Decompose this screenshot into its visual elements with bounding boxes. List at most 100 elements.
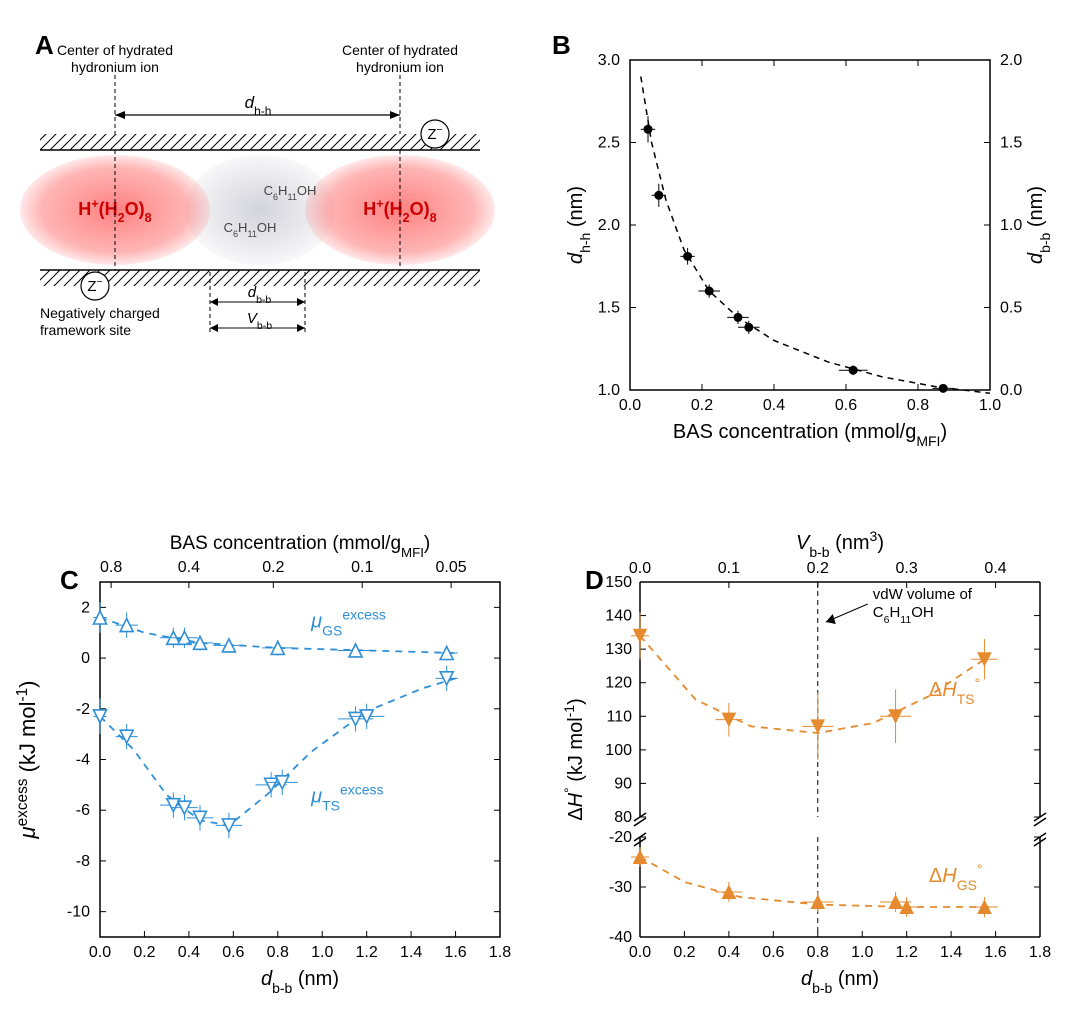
svg-text:140: 140 (605, 608, 632, 625)
svg-text:-40: -40 (609, 929, 632, 946)
svg-text:0.0: 0.0 (619, 397, 641, 414)
svg-text:0.2: 0.2 (133, 944, 155, 961)
svg-text:1.4: 1.4 (940, 944, 962, 961)
svg-text:1.4: 1.4 (400, 944, 422, 961)
svg-text:-10: -10 (67, 904, 90, 921)
svg-text:0.0: 0.0 (89, 944, 111, 961)
svg-text:0.6: 0.6 (762, 944, 784, 961)
svg-text:μexcess (kJ mol-1): μexcess (kJ mol-1) (14, 681, 41, 840)
svg-text:1.2: 1.2 (356, 944, 378, 961)
panel-c-label: C (60, 565, 79, 596)
svg-text:130: 130 (605, 641, 632, 658)
svg-text:-8: -8 (76, 853, 90, 870)
svg-text:1.0: 1.0 (1000, 217, 1022, 234)
svg-text:-4: -4 (76, 752, 90, 769)
svg-text:0.2: 0.2 (691, 397, 713, 414)
svg-text:1.5: 1.5 (1000, 135, 1022, 152)
svg-text:-30: -30 (609, 879, 632, 896)
svg-text:0.1: 0.1 (351, 559, 373, 576)
svg-text:150: 150 (605, 574, 632, 591)
svg-text:0.4: 0.4 (763, 397, 785, 414)
panel-b-label: B (552, 30, 571, 61)
svg-text:db-b: db-b (248, 284, 272, 306)
svg-text:2.0: 2.0 (598, 217, 620, 234)
svg-text:0.2: 0.2 (673, 944, 695, 961)
svg-text:db-b (nm): db-b (nm) (1025, 186, 1053, 264)
svg-text:0.8: 0.8 (907, 397, 929, 414)
svg-text:ΔH° (kJ mol-1): ΔH° (kJ mol-1) (561, 698, 587, 821)
svg-text:vdW volume of: vdW volume of (873, 586, 973, 603)
svg-text:-6: -6 (76, 802, 90, 819)
svg-text:1.5: 1.5 (598, 300, 620, 317)
panel-b-svg: 0.0 0.2 0.4 0.6 0.8 1.0 1.0 1.5 2.0 2.5 3.0 0.0 0.5 1… (540, 0, 1080, 512)
svg-text:1.0: 1.0 (311, 944, 333, 961)
svg-text:2.5: 2.5 (598, 135, 620, 152)
svg-text:0.6: 0.6 (835, 397, 857, 414)
panel-d: D 0.00.20.40.60.81.01.21.41.61.80.00.10.… (540, 517, 1080, 1034)
svg-text:1.6: 1.6 (444, 944, 466, 961)
svg-text:0.2: 0.2 (807, 560, 829, 577)
svg-text:Negatively charged: Negatively charged (40, 305, 160, 321)
svg-text:2: 2 (81, 599, 90, 616)
panel-a-label: A (35, 30, 54, 61)
svg-text:Center of hydrated: Center of hydrated (57, 42, 173, 58)
svg-text:dh-h: dh-h (245, 93, 272, 118)
panel-c: C 0.00.20.40.60.81.01.21.41.61.820-2-4-6… (0, 517, 540, 1034)
svg-text:0.0: 0.0 (629, 560, 651, 577)
svg-text:ΔHTS°: ΔHTS° (929, 675, 980, 707)
svg-text:Vb-b (nm3): Vb-b (nm3) (796, 528, 884, 560)
panel-d-svg: 0.0 0.2 0.4 0.6 0.8 1.0 1.2 1.4 1.6 1.8 0.0 0.1 0.2 0… (540, 517, 1080, 1029)
svg-text:2.0: 2.0 (1000, 52, 1022, 69)
svg-text:0.4: 0.4 (718, 944, 740, 961)
svg-text:1.8: 1.8 (1029, 944, 1051, 961)
svg-text:1.6: 1.6 (984, 944, 1006, 961)
svg-text:120: 120 (605, 675, 632, 692)
svg-text:0.8: 0.8 (807, 944, 829, 961)
svg-text:80: 80 (614, 809, 632, 826)
svg-text:0.05: 0.05 (436, 559, 467, 576)
svg-text:1.0: 1.0 (979, 397, 1001, 414)
svg-text:μGSexcess: μGSexcess (310, 607, 386, 639)
svg-text:0.1: 0.1 (718, 560, 740, 577)
panel-c-svg: 0.00.20.40.60.81.01.21.41.61.820-2-4-6-8… (0, 517, 540, 1029)
svg-text:BAS concentration (mmol/gMFI): BAS concentration (mmol/gMFI) (673, 421, 947, 449)
svg-text:hydronium ion: hydronium ion (356, 59, 444, 75)
svg-text:db-b (nm): db-b (nm) (801, 968, 879, 996)
svg-text:110: 110 (606, 708, 632, 725)
svg-text:100: 100 (605, 742, 632, 759)
svg-text:0.0: 0.0 (629, 944, 651, 961)
svg-text:1.0: 1.0 (851, 944, 873, 961)
svg-text:1.0: 1.0 (598, 382, 620, 399)
svg-text:0.0: 0.0 (1000, 382, 1022, 399)
svg-text:0.8: 0.8 (100, 559, 122, 576)
svg-text:0.4: 0.4 (984, 560, 1006, 577)
panel-d-label: D (585, 565, 604, 596)
svg-text:1.8: 1.8 (489, 944, 511, 961)
svg-text:0.2: 0.2 (262, 559, 284, 576)
panel-b: B 0.00.20.40.60.81.01.01.52.02.53.00.00.… (540, 0, 1080, 517)
svg-text:0.8: 0.8 (267, 944, 289, 961)
panel-a: A H+(H2O)8H+(H2O)8C6H11OHC6H11OHCenter o… (0, 0, 540, 517)
svg-text:-2: -2 (76, 701, 90, 718)
panel-a-svg: H+(H2O)8H+(H2O)8C6H11OHC6H11OHCenter of … (0, 0, 540, 512)
svg-text:0.6: 0.6 (222, 944, 244, 961)
svg-text:-20: -20 (609, 829, 632, 846)
svg-text:0.4: 0.4 (178, 944, 200, 961)
svg-text:0.4: 0.4 (178, 559, 200, 576)
svg-text:0.3: 0.3 (896, 560, 918, 577)
svg-text:1.2: 1.2 (896, 944, 918, 961)
figure-grid: A H+(H2O)8H+(H2O)8C6H11OHC6H11OHCenter o… (0, 0, 1080, 1023)
svg-text:BAS concentration (mmol/gMFI): BAS concentration (mmol/gMFI) (170, 533, 431, 560)
svg-text:90: 90 (614, 775, 632, 792)
svg-text:μTSexcess: μTSexcess (310, 782, 383, 814)
svg-text:dh-h (nm): dh-h (nm) (565, 186, 593, 264)
svg-text:3.0: 3.0 (598, 52, 620, 69)
svg-text:db-b (nm): db-b (nm) (261, 968, 339, 996)
svg-text:ΔHGS°: ΔHGS° (929, 861, 983, 893)
svg-text:Center of hydrated: Center of hydrated (342, 42, 458, 58)
svg-text:C6H11OH: C6H11OH (873, 604, 934, 626)
svg-text:0.5: 0.5 (1000, 300, 1022, 317)
svg-text:framework site: framework site (40, 322, 131, 338)
svg-text:hydronium ion: hydronium ion (71, 59, 159, 75)
svg-text:Vb-b: Vb-b (247, 310, 272, 332)
